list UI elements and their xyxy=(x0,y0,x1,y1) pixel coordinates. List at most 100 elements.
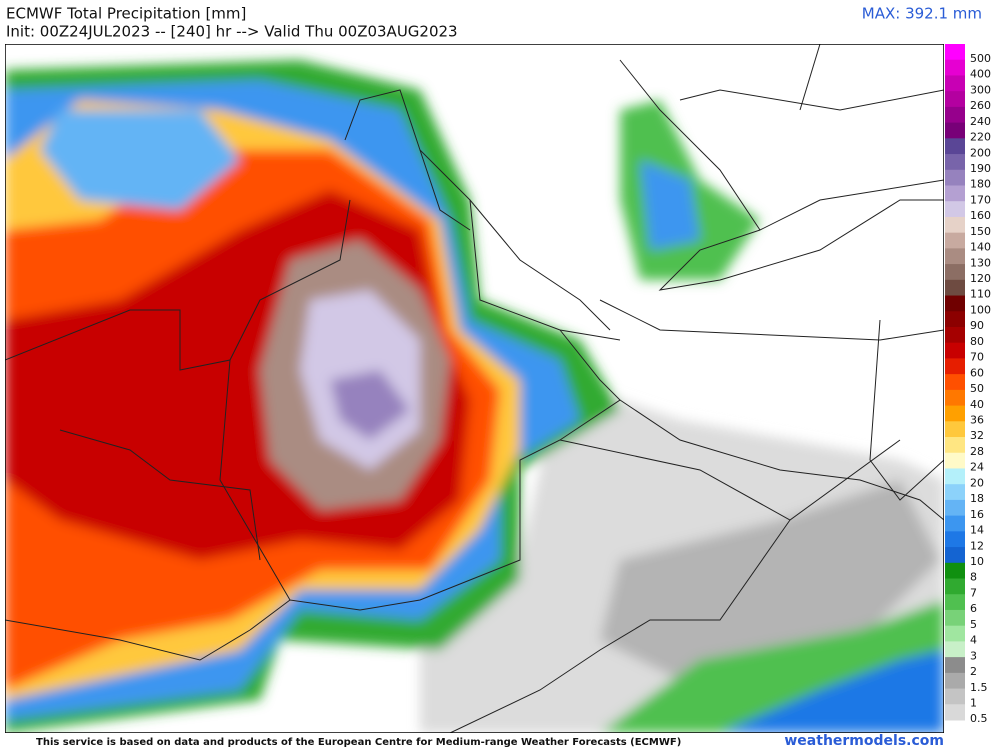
colorbar-label: 90 xyxy=(970,319,984,332)
footer-credit: This service is based on data and produc… xyxy=(36,737,681,748)
colorbar-label: 400 xyxy=(970,68,991,81)
subtitle: Init: 00Z24JUL2023 -- [240] hr --> Valid… xyxy=(6,23,458,41)
colorbar-swatch xyxy=(945,91,965,108)
extreme-rain xyxy=(330,370,410,440)
colorbar: 5004003002602402202001901801701601501401… xyxy=(945,44,991,725)
colorbar-swatch xyxy=(945,657,965,674)
colorbar-swatch xyxy=(945,437,965,454)
colorbar-label: 32 xyxy=(970,429,984,442)
colorbar-label: 300 xyxy=(970,83,991,96)
colorbar-label: 3 xyxy=(970,649,977,662)
colorbar-label: 0.5 xyxy=(970,712,988,725)
colorbar-label: 70 xyxy=(970,351,984,364)
colorbar-swatch xyxy=(945,154,965,171)
colorbar-swatch xyxy=(945,389,965,407)
colorbar-label: 200 xyxy=(970,146,991,159)
heavy-rain xyxy=(640,160,700,250)
colorbar-swatch xyxy=(945,279,965,297)
colorbar-label: 140 xyxy=(970,241,991,254)
colorbar-swatch xyxy=(945,484,965,501)
colorbar-swatch xyxy=(945,562,965,580)
country-borders xyxy=(5,44,944,733)
colorbar-swatch xyxy=(945,594,965,611)
colorbar-label: 28 xyxy=(970,445,984,458)
heavy-rain xyxy=(720,650,944,733)
footer-site[interactable]: weathermodels.com xyxy=(784,733,944,749)
colorbar-swatch xyxy=(945,358,965,375)
colorbar-swatch xyxy=(945,641,965,658)
colorbar-swatch xyxy=(945,515,965,532)
colorbar-swatch xyxy=(945,672,965,690)
colorbar-swatch xyxy=(945,295,965,312)
colorbar-swatch xyxy=(945,452,965,469)
colorbar-swatch xyxy=(945,405,965,422)
colorbar-swatch xyxy=(945,122,965,139)
colorbar-swatch xyxy=(945,138,965,155)
colorbar-label: 130 xyxy=(970,256,991,269)
colorbar-label: 170 xyxy=(970,193,991,206)
colorbar-swatch xyxy=(945,547,965,564)
colorbar-swatch xyxy=(945,342,965,359)
colorbar-label: 10 xyxy=(970,555,984,568)
colorbar-swatch xyxy=(945,264,965,281)
colorbar-label: 8 xyxy=(970,571,977,584)
colorbar-swatch xyxy=(945,499,965,517)
title: ECMWF Total Precipitation [mm] xyxy=(6,5,246,23)
colorbar-swatch xyxy=(945,704,965,721)
colorbar-swatch xyxy=(945,59,965,76)
colorbar-label: 50 xyxy=(970,382,984,395)
colorbar-label: 20 xyxy=(970,476,984,489)
colorbar-label: 4 xyxy=(970,634,977,647)
colorbar-label: 220 xyxy=(970,131,991,144)
colorbar-swatch xyxy=(945,374,965,391)
colorbar-swatch xyxy=(945,311,965,328)
colorbar-label: 150 xyxy=(970,225,991,238)
colorbar-swatch xyxy=(945,688,965,705)
colorbar-label: 18 xyxy=(970,492,984,505)
colorbar-label: 500 xyxy=(970,52,991,65)
colorbar-swatch xyxy=(945,625,965,642)
colorbar-label: 240 xyxy=(970,115,991,128)
colorbar-label: 16 xyxy=(970,508,984,521)
colorbar-swatch xyxy=(945,531,965,548)
colorbar-label: 14 xyxy=(970,524,984,537)
colorbar-label: 40 xyxy=(970,398,984,411)
colorbar-label: 24 xyxy=(970,461,984,474)
colorbar-label: 190 xyxy=(970,162,991,175)
colorbar-swatch xyxy=(945,185,965,202)
colorbar-swatch xyxy=(945,201,965,218)
colorbar-swatch xyxy=(945,609,965,627)
colorbar-label: 110 xyxy=(970,288,991,301)
colorbar-label: 120 xyxy=(970,272,991,285)
colorbar-swatch xyxy=(945,421,965,438)
colorbar-label: 1 xyxy=(970,696,977,709)
max-label: MAX: 392.1 mm xyxy=(862,5,982,23)
colorbar-label: 12 xyxy=(970,539,984,552)
colorbar-swatch xyxy=(945,106,965,124)
colorbar-label: 160 xyxy=(970,209,991,222)
colorbar-label: 5 xyxy=(970,618,977,631)
colorbar-label: 100 xyxy=(970,303,991,316)
colorbar-label: 60 xyxy=(970,366,984,379)
colorbar-swatch xyxy=(945,44,965,61)
colorbar-label: 80 xyxy=(970,335,984,348)
colorbar-swatch xyxy=(945,326,965,344)
precip-field xyxy=(5,44,944,733)
colorbar-label: 2 xyxy=(970,665,977,678)
colorbar-label: 36 xyxy=(970,414,984,427)
colorbar-label: 7 xyxy=(970,586,977,599)
colorbar-swatch xyxy=(945,75,965,92)
colorbar-label: 1.5 xyxy=(970,681,988,694)
colorbar-swatch xyxy=(945,468,965,485)
colorbar-swatch xyxy=(945,169,965,186)
colorbar-swatch xyxy=(945,248,965,265)
colorbar-swatch xyxy=(945,232,965,249)
heavy-rain xyxy=(40,110,240,210)
colorbar-label: 180 xyxy=(970,178,991,191)
colorbar-label: 6 xyxy=(970,602,977,615)
colorbar-label: 260 xyxy=(970,99,991,112)
colorbar-swatch xyxy=(945,216,965,234)
colorbar-swatch xyxy=(945,578,965,595)
